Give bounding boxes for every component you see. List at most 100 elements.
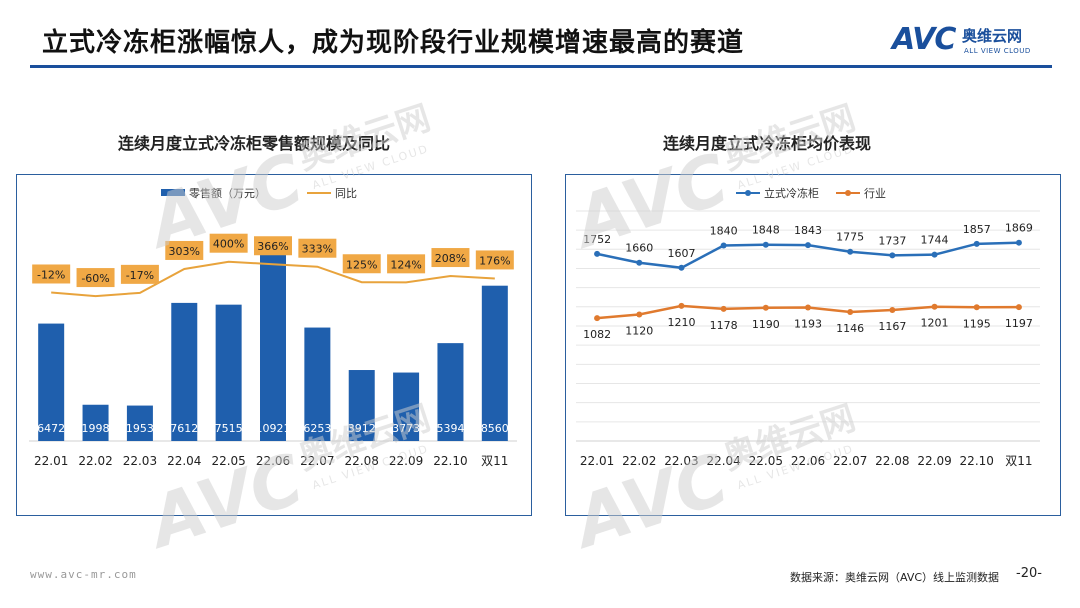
sales-bar <box>126 405 153 441</box>
upright-price-point <box>1015 239 1022 246</box>
x-tick-label: 22.10 <box>433 454 467 468</box>
legend-bar-label: 零售额（万元） <box>189 186 266 200</box>
industry-price-label: 1190 <box>752 318 780 331</box>
upright-price-label: 1744 <box>921 234 949 247</box>
industry-price-point <box>678 302 685 309</box>
sales-bar <box>393 372 420 441</box>
upright-price-label: 1840 <box>710 224 738 237</box>
sales-bar <box>348 370 375 441</box>
growth-label-box <box>475 250 514 270</box>
x-tick-label: 22.05 <box>211 454 245 468</box>
upright-price-label: 1857 <box>963 223 991 236</box>
industry-price-label: 1197 <box>1005 317 1033 330</box>
logo-text: AVC <box>892 22 956 57</box>
x-tick-label: 22.07 <box>833 454 867 468</box>
footer-website: www.avc-mr.com <box>30 568 137 581</box>
upright-price-point <box>678 264 685 271</box>
upright-price-point <box>805 242 811 249</box>
industry-price-label: 1120 <box>625 324 653 337</box>
legend-upright-marker <box>745 190 751 196</box>
growth-label: -12% <box>37 268 65 281</box>
x-tick-label: 22.08 <box>875 454 909 468</box>
upright-price-point <box>594 250 601 257</box>
sales-bar <box>481 285 508 441</box>
page-title: 立式冷冻柜涨幅惊人，成为现阶段行业规模增速最高的赛道 <box>42 28 745 58</box>
logo-en-text: ALL VIEW CLOUD <box>964 47 1031 55</box>
legend-industry-marker <box>845 190 851 196</box>
industry-price-point <box>720 305 727 312</box>
upright-price-label: 1737 <box>878 234 906 247</box>
x-tick-label: 22.03 <box>664 454 698 468</box>
upright-price-label: 1607 <box>667 247 695 260</box>
legend-bar-swatch <box>161 189 185 196</box>
sales-bar-label: 10921 <box>256 422 291 435</box>
industry-price-label: 1167 <box>878 320 906 333</box>
legend-line-label: 同比 <box>335 187 357 200</box>
growth-label: 400% <box>213 238 244 251</box>
growth-label-box <box>165 240 204 260</box>
legend-upright-label: 立式冷冻柜 <box>764 186 819 200</box>
x-tick-label: 22.05 <box>749 454 783 468</box>
sales-bar-label: 8560 <box>481 422 509 435</box>
growth-label-box <box>431 248 470 268</box>
growth-label-box <box>209 233 248 253</box>
sales-bar <box>38 323 65 441</box>
x-tick-label: 22.01 <box>580 454 614 468</box>
chart2-frame: 立式冷冻柜 行业 1752 1660 1607 1840 1848 1843 1775 1737 1… <box>565 174 1061 516</box>
growth-label-box <box>76 268 115 288</box>
upright-price-label: 1752 <box>583 233 611 246</box>
sales-bar-label: 7515 <box>215 422 243 435</box>
sales-bar-label: 6472 <box>37 422 65 435</box>
price-chart: 立式冷冻柜 行业 1752 1660 1607 1840 1848 1843 1775 1737 1… <box>576 186 1040 468</box>
upright-price-label: 1848 <box>752 224 780 237</box>
x-tick-label: 22.06 <box>791 454 825 468</box>
chart1-frame: 零售额（万元） 同比 6472 22.01 1998 22.02 1953 22.03 7612… <box>16 174 532 516</box>
industry-price-point <box>636 311 643 318</box>
x-tick-label: 22.04 <box>706 454 740 468</box>
sales-bar <box>437 343 464 441</box>
growth-label: -17% <box>126 269 154 282</box>
sales-bar <box>215 304 242 441</box>
logo-cn-text: 奥维云网 <box>962 27 1023 45</box>
x-tick-label: 22.09 <box>389 454 423 468</box>
industry-price-point <box>805 304 811 311</box>
growth-label-box <box>254 236 292 256</box>
growth-label: 125% <box>346 258 377 271</box>
sales-bar-label: 1953 <box>126 422 154 435</box>
upright-price-point <box>847 248 854 255</box>
chart2-title: 连续月度立式冷冻柜均价表现 <box>663 134 872 153</box>
sales-bar-label: 3773 <box>392 422 420 435</box>
sales-bar-label: 3912 <box>348 422 376 435</box>
sales-chart: 零售额（万元） 同比 6472 22.01 1998 22.02 1953 22.03 7612… <box>29 186 517 468</box>
industry-price-point <box>1015 304 1022 311</box>
sales-bar <box>260 242 286 441</box>
upright-price-point <box>762 241 769 248</box>
legend-industry-label: 行业 <box>864 187 886 200</box>
x-tick-label: 22.08 <box>345 454 379 468</box>
sales-bar <box>171 302 198 441</box>
x-tick-label: 双11 <box>481 454 508 468</box>
x-tick-label: 22.01 <box>34 454 68 468</box>
x-tick-label: 22.04 <box>167 454 201 468</box>
industry-price-label: 1178 <box>710 319 738 332</box>
sales-bar <box>304 327 331 441</box>
upright-price-label: 1869 <box>1005 222 1033 235</box>
growth-label-box <box>120 264 159 284</box>
x-tick-label: 22.07 <box>300 454 334 468</box>
industry-price-label: 1210 <box>667 316 695 329</box>
growth-label: 208% <box>435 252 466 265</box>
growth-label: -60% <box>81 272 109 285</box>
upright-price-point <box>973 240 980 247</box>
industry-price-label: 1146 <box>836 322 864 335</box>
industry-price-label: 1195 <box>963 317 991 330</box>
upright-price-label: 1843 <box>794 224 822 237</box>
x-tick-label: 22.02 <box>78 454 112 468</box>
growth-line <box>51 260 495 298</box>
upright-price-point <box>889 252 896 259</box>
growth-label: 303% <box>169 245 200 258</box>
upright-price-point <box>931 251 938 258</box>
industry-price-label: 1193 <box>794 317 822 330</box>
upright-price-label: 1775 <box>836 231 864 244</box>
growth-label-box <box>298 238 337 258</box>
growth-label: 333% <box>302 243 333 256</box>
